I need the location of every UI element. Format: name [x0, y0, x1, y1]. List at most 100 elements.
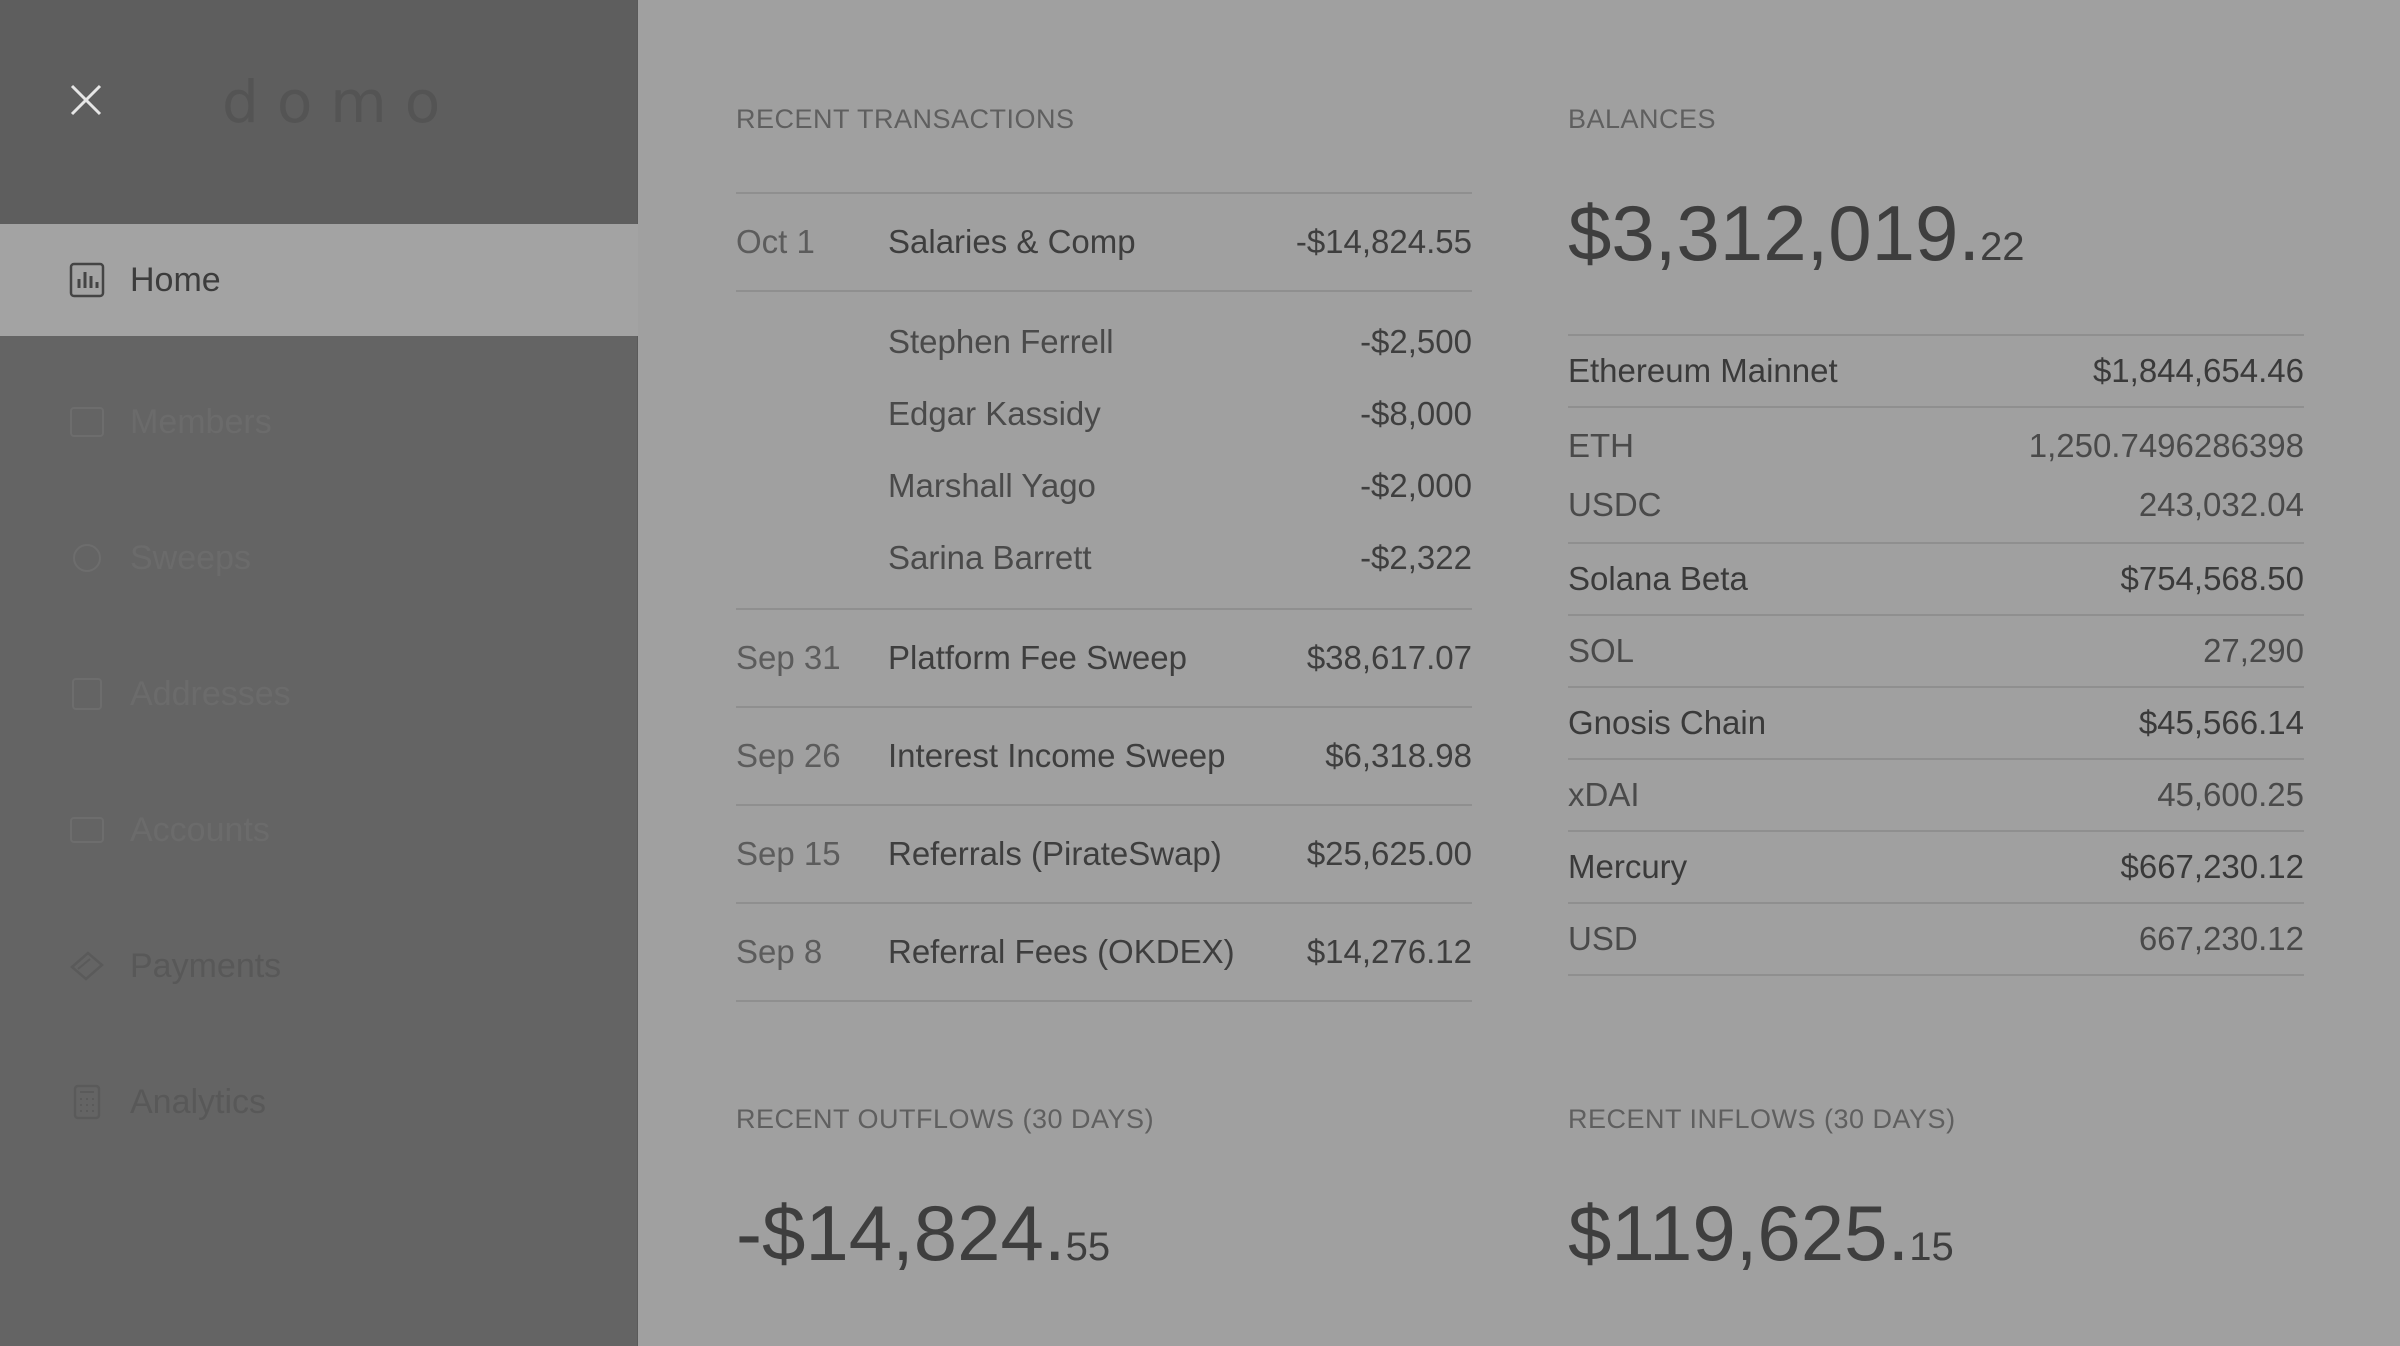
sidebar-item-label: Accounts	[130, 810, 270, 849]
tx-sub-name: Edgar Kassidy	[888, 395, 1101, 432]
inflows-value: $119,625.15	[1568, 1188, 1954, 1279]
close-icon[interactable]	[66, 80, 106, 120]
transactions-table: Oct 1 Salaries & Comp -$14,824.55 Stephe…	[736, 192, 1472, 1002]
tx-sub-amount: -$8,000	[1360, 395, 1472, 432]
balances-total-cents: 22	[1980, 225, 2025, 269]
token-row: USDC 243,032.04	[1568, 475, 2304, 534]
chain-amount: $754,568.50	[2120, 560, 2304, 597]
tx-date: Sep 31	[736, 639, 841, 676]
inflows-cents: 15	[1909, 1225, 1954, 1269]
list-item: Stephen Ferrell -$2,500	[736, 306, 1472, 378]
token-list: ETH 1,250.7496286398 USDC 243,032.04	[1568, 408, 2304, 544]
token-row: SOL 27,290	[1568, 616, 2304, 688]
tx-name: Platform Fee Sweep	[888, 639, 1187, 676]
token-row: xDAI 45,600.25	[1568, 760, 2304, 832]
inflows-main: $119,625.	[1568, 1189, 1910, 1277]
tx-name: Referral Fees (OKDEX)	[888, 933, 1235, 970]
sidebar-item-sweeps[interactable]: Sweeps	[0, 502, 638, 614]
sidebar-nav: Home Members Sweeps Addresses Accounts	[0, 224, 638, 1182]
sidebar-item-label: Addresses	[130, 674, 291, 713]
table-row[interactable]: Sep 31 Platform Fee Sweep $38,617.07	[736, 610, 1472, 708]
list-item: Marshall Yago -$2,000	[736, 450, 1472, 522]
sidebar-item-members[interactable]: Members	[0, 366, 638, 478]
main-content: RECENT TRANSACTIONS Oct 1 Salaries & Com…	[639, 0, 2400, 1346]
tx-name: Interest Income Sweep	[888, 737, 1226, 774]
calculator-icon	[68, 1083, 106, 1121]
sidebar-item-home[interactable]: Home	[0, 224, 638, 336]
token-amount: 27,290	[2203, 632, 2304, 669]
table-row[interactable]: Sep 26 Interest Income Sweep $6,318.98	[736, 708, 1472, 806]
outflows-main: -$14,824.	[736, 1189, 1066, 1277]
token-name: ETH	[1568, 426, 1634, 464]
logo: domo	[222, 68, 459, 136]
balances-total: $3,312,019.22	[1568, 188, 2025, 279]
token-amount: 243,032.04	[2138, 485, 2304, 523]
payments-icon	[68, 947, 106, 985]
tx-sub-name: Stephen Ferrell	[888, 323, 1114, 360]
tx-amount: $6,318.98	[1325, 737, 1472, 774]
token-name: SOL	[1568, 632, 1635, 669]
tx-sub-amount: -$2,322	[1360, 539, 1472, 576]
sidebar-item-accounts[interactable]: Accounts	[0, 774, 638, 886]
address-icon	[68, 675, 106, 713]
sidebar-item-label: Payments	[130, 946, 282, 985]
chain-name: Mercury	[1568, 848, 1688, 885]
tx-sub-list: Stephen Ferrell -$2,500 Edgar Kassidy -$…	[736, 292, 1472, 610]
sidebar-item-label: Home	[130, 260, 221, 299]
chain-row[interactable]: Mercury $667,230.12	[1568, 832, 2304, 904]
tx-sub-amount: -$2,500	[1360, 323, 1472, 360]
sidebar: domo Home Members Sweeps Addresses	[0, 0, 638, 1346]
outflows-title: RECENT OUTFLOWS (30 DAYS)	[736, 1104, 1155, 1134]
outflows-value: -$14,824.55	[736, 1188, 1110, 1279]
sidebar-item-label: Sweeps	[130, 538, 251, 577]
list-item: Sarina Barrett -$2,322	[736, 522, 1472, 594]
balances-total-main: $3,312,019.	[1568, 189, 1981, 277]
sidebar-item-label: Members	[130, 402, 272, 441]
token-amount: 1,250.7496286398	[2028, 426, 2304, 464]
tx-amount: $25,625.00	[1306, 835, 1472, 872]
user-icon	[68, 403, 106, 441]
sidebar-header: domo	[0, 0, 637, 224]
sidebar-item-label: Analytics	[130, 1082, 267, 1121]
chain-row[interactable]: Solana Beta $754,568.50	[1568, 544, 2304, 616]
tx-date: Sep 8	[736, 933, 823, 970]
token-name: USD	[1568, 920, 1638, 957]
sweep-icon	[68, 539, 106, 577]
token-name: xDAI	[1568, 776, 1640, 813]
tx-date: Oct 1	[736, 223, 815, 260]
table-row[interactable]: Sep 8 Referral Fees (OKDEX) $14,276.12	[736, 904, 1472, 1002]
tx-name: Referrals (PirateSwap)	[888, 835, 1222, 872]
balances-title: BALANCES	[1568, 104, 1717, 134]
sidebar-item-payments[interactable]: Payments	[0, 910, 638, 1022]
chain-amount: $45,566.14	[2138, 704, 2304, 741]
chain-amount: $667,230.12	[2120, 848, 2304, 885]
tx-name: Salaries & Comp	[888, 223, 1136, 260]
sidebar-item-analytics[interactable]: Analytics	[0, 1046, 638, 1158]
transactions-title: RECENT TRANSACTIONS	[736, 104, 1075, 134]
chain-row[interactable]: Gnosis Chain $45,566.14	[1568, 688, 2304, 760]
sidebar-item-addresses[interactable]: Addresses	[0, 638, 638, 750]
tx-sub-name: Sarina Barrett	[888, 539, 1092, 576]
chain-name: Solana Beta	[1568, 560, 1748, 597]
token-row: ETH 1,250.7496286398	[1568, 416, 2304, 475]
tx-sub-name: Marshall Yago	[888, 467, 1096, 504]
chain-amount: $1,844,654.46	[2092, 352, 2304, 389]
tx-amount: $38,617.07	[1306, 639, 1472, 676]
account-icon	[68, 811, 106, 849]
token-row: USD 667,230.12	[1568, 904, 2304, 976]
balances-table: Ethereum Mainnet $1,844,654.46 ETH 1,250…	[1568, 334, 2304, 976]
chain-name: Ethereum Mainnet	[1568, 352, 1838, 389]
list-item: Edgar Kassidy -$8,000	[736, 378, 1472, 450]
outflows-cents: 55	[1065, 1225, 1111, 1269]
bar-chart-icon	[68, 261, 106, 299]
token-amount: 45,600.25	[2157, 776, 2304, 813]
token-amount: 667,230.12	[2138, 920, 2304, 957]
tx-date: Sep 26	[736, 737, 841, 774]
table-row[interactable]: Sep 15 Referrals (PirateSwap) $25,625.00	[736, 806, 1472, 904]
token-name: USDC	[1568, 485, 1662, 523]
chain-row[interactable]: Ethereum Mainnet $1,844,654.46	[1568, 336, 2304, 408]
table-row[interactable]: Oct 1 Salaries & Comp -$14,824.55	[736, 194, 1472, 292]
chain-name: Gnosis Chain	[1568, 704, 1767, 741]
tx-sub-amount: -$2,000	[1360, 467, 1472, 504]
tx-date: Sep 15	[736, 835, 841, 872]
